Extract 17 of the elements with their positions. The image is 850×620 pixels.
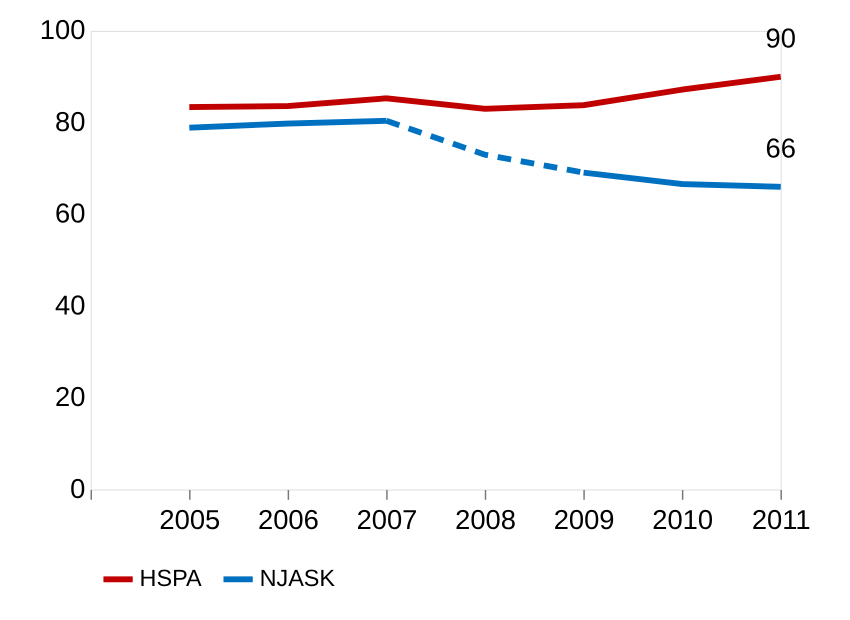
data-label: 90 (766, 22, 796, 54)
data-label: 66 (766, 132, 796, 164)
y-tick-label: 40 (55, 289, 86, 320)
x-tick-label: 2007 (356, 504, 418, 536)
legend-label: HSPA (140, 565, 202, 592)
y-tick-label: 100 (40, 14, 86, 46)
y-tick-label: 80 (55, 106, 86, 137)
legend-label: NJASK (260, 565, 336, 592)
x-tick-label: 2006 (258, 504, 319, 536)
x-tick-label: 2011 (752, 504, 811, 536)
x-tick-label: 2009 (554, 504, 614, 536)
x-tick-label: 2010 (652, 504, 714, 536)
y-tick-label: 60 (55, 198, 86, 229)
y-tick-label: 20 (55, 381, 86, 412)
y-tick-label: 0 (70, 472, 86, 504)
x-tick-label: 2008 (455, 504, 516, 536)
x-tick-label: 2005 (159, 504, 220, 536)
